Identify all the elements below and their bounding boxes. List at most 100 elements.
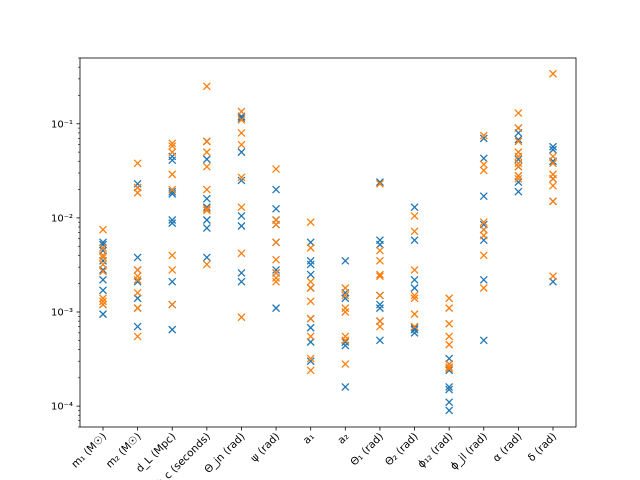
data-point-s1-c8-3 [375,270,384,279]
data-point-s0-c2-2 [168,187,177,196]
data-point-s1-c9-4 [410,294,419,303]
data-point-s0-c4-1 [237,114,246,123]
data-point-s0-c1-7 [133,322,142,331]
data-point-s1-c12-8 [514,174,523,183]
data-point-s0-c0-6 [99,286,107,295]
data-point-s1-c6-7 [306,354,315,363]
data-point-s1-c4-7 [237,313,246,322]
data-point-s1-c10-6 [445,363,454,372]
y-tick-label: 10⁻¹ [51,119,73,130]
data-point-s1-c4-3 [237,140,246,149]
data-point-s1-c6-6 [306,332,315,341]
data-point-s0-c9-0 [410,203,419,212]
data-point-s1-c8-0 [375,179,384,188]
data-point-s1-c9-3 [410,291,419,300]
data-point-s1-c2-2 [168,148,177,157]
data-point-s1-c4-5 [237,203,246,212]
axes-frame [79,57,577,428]
data-point-s1-c12-7 [514,171,523,180]
data-point-s1-c6-4 [306,297,315,306]
data-point-s0-c8-0 [375,178,384,187]
data-point-s0-c9-2 [410,275,419,284]
data-point-s0-c7-2 [341,294,350,303]
data-point-s1-c3-0 [202,82,211,91]
data-point-s1-c9-5 [410,310,419,319]
data-point-s1-c10-0 [445,294,454,303]
data-point-s0-c8-4 [375,300,384,309]
data-point-s1-c10-2 [445,319,454,328]
data-point-s1-c7-0 [341,284,350,292]
data-point-s1-c4-6 [237,249,246,258]
data-point-s1-c8-7 [375,322,384,331]
data-point-s0-c12-6 [514,178,523,187]
data-point-s0-c4-2 [237,148,246,157]
data-point-s1-c12-2 [514,137,523,146]
data-point-s0-c5-1 [272,204,281,213]
data-point-s1-c5-4 [272,255,281,264]
data-point-s1-c11-4 [479,225,488,234]
data-point-s1-c0-8 [99,300,107,309]
data-point-s1-c10-3 [445,332,454,341]
data-point-s1-c13-1 [549,152,557,161]
data-point-s1-c3-4 [202,185,211,194]
data-point-s1-c12-4 [514,152,523,161]
data-point-s1-c5-7 [272,277,281,286]
data-point-s0-c11-1 [479,154,488,163]
data-point-s0-c5-7 [272,304,281,313]
data-point-s1-c0-1 [99,243,107,252]
data-point-s1-c10-4 [445,340,454,349]
data-point-s0-c4-7 [237,277,246,286]
data-point-s0-c11-2 [479,192,488,201]
data-point-s0-c4-4 [237,211,246,220]
data-point-s0-c12-7 [514,187,523,196]
data-point-s1-c6-3 [306,284,315,292]
data-point-s0-c2-8 [168,325,177,334]
data-point-s1-c7-3 [341,308,350,316]
data-point-s1-c12-5 [514,159,523,168]
data-point-s0-c7-0 [341,256,350,265]
data-point-s1-c0-4 [99,260,107,269]
data-point-s0-c4-3 [237,176,246,185]
data-point-s1-c8-1 [375,246,384,255]
data-point-s1-c6-1 [306,243,315,252]
data-point-s1-c6-0 [306,218,315,227]
data-point-s1-c1-2 [133,188,142,197]
plot-marks [99,69,557,415]
data-point-s0-c1-0 [133,179,142,188]
data-point-s0-c3-2 [202,194,211,203]
data-point-s1-c3-1 [202,137,211,146]
data-point-s1-c5-0 [272,165,281,174]
y-tick-label: 10⁻³ [51,308,73,319]
data-point-s1-c13-4 [549,174,557,183]
data-point-s1-c13-0 [549,69,557,78]
data-point-s0-c5-0 [272,185,281,194]
data-point-s0-c11-6 [479,275,488,284]
data-point-s1-c2-5 [168,251,177,260]
data-point-s0-c9-3 [410,284,419,292]
data-point-s1-c3-6 [202,206,211,215]
data-point-s1-c0-0 [99,225,107,234]
data-point-s0-c11-7 [479,336,488,345]
data-point-s0-c2-1 [168,156,177,165]
data-point-s1-c1-3 [133,265,142,274]
data-point-s0-c4-5 [237,222,246,230]
data-point-s1-c4-1 [237,115,246,124]
data-point-s1-c0-3 [99,253,107,262]
data-point-s1-c6-8 [306,366,315,375]
data-point-s1-c11-1 [479,160,488,169]
data-point-s1-c5-3 [272,238,281,247]
data-point-s1-c6-5 [306,314,315,323]
data-point-s1-c5-6 [272,274,281,282]
data-point-s0-c0-8 [99,310,107,319]
data-point-s0-c8-2 [375,240,384,249]
data-point-s0-c2-5 [168,219,177,228]
data-point-s0-c6-8 [306,357,315,366]
data-point-s0-c5-5 [272,265,281,274]
data-point-s0-c10-4 [445,385,454,394]
data-point-s0-c10-6 [445,406,454,415]
data-point-s1-c11-5 [479,231,488,240]
data-point-s1-c4-2 [237,128,246,137]
data-point-s1-c7-1 [341,291,350,300]
data-point-s0-c10-2 [445,366,454,375]
